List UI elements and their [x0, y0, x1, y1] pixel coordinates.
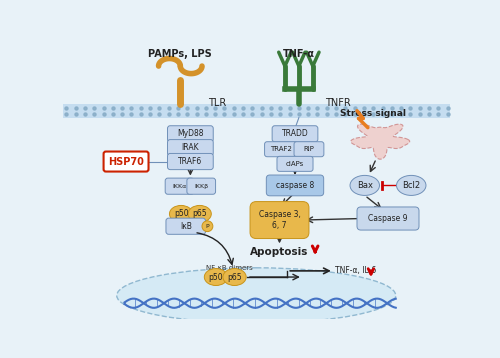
Ellipse shape [188, 205, 212, 222]
FancyBboxPatch shape [62, 104, 450, 118]
Text: TRAF6: TRAF6 [178, 157, 203, 166]
FancyBboxPatch shape [168, 140, 213, 156]
Text: RIP: RIP [304, 146, 314, 152]
Text: Caspase 3,
6, 7: Caspase 3, 6, 7 [258, 211, 300, 230]
Text: TNF-α: TNF-α [283, 49, 315, 59]
FancyBboxPatch shape [187, 178, 216, 194]
Text: cIAPs: cIAPs [286, 161, 304, 167]
Ellipse shape [204, 268, 228, 286]
FancyBboxPatch shape [357, 207, 419, 230]
FancyBboxPatch shape [104, 151, 148, 171]
FancyBboxPatch shape [166, 218, 205, 234]
Text: p65: p65 [192, 209, 207, 218]
Text: IRAK: IRAK [182, 143, 199, 152]
FancyBboxPatch shape [294, 142, 324, 157]
Text: p50: p50 [174, 209, 188, 218]
Text: Bax: Bax [357, 181, 373, 190]
Text: HSP70: HSP70 [108, 156, 144, 166]
FancyBboxPatch shape [168, 154, 213, 170]
Text: PAMPs, LPS: PAMPs, LPS [148, 49, 212, 59]
FancyBboxPatch shape [165, 178, 194, 194]
Text: Caspase 9: Caspase 9 [368, 214, 408, 223]
Ellipse shape [117, 268, 396, 323]
Text: TLR: TLR [208, 98, 226, 108]
FancyBboxPatch shape [264, 142, 298, 157]
Text: IκB: IκB [180, 222, 192, 231]
Text: IKKβ: IKKβ [194, 184, 208, 189]
Text: p65: p65 [227, 272, 242, 281]
Polygon shape [351, 124, 410, 159]
Text: caspase 8: caspase 8 [276, 181, 314, 190]
Ellipse shape [202, 221, 213, 232]
FancyBboxPatch shape [266, 175, 324, 196]
FancyBboxPatch shape [250, 202, 309, 238]
Text: TRAF2: TRAF2 [270, 146, 292, 152]
Text: Apoptosis: Apoptosis [250, 247, 308, 257]
Text: Bcl2: Bcl2 [402, 181, 420, 190]
Text: Stress signal: Stress signal [340, 109, 406, 118]
FancyBboxPatch shape [272, 126, 318, 142]
Ellipse shape [170, 205, 192, 222]
Text: TNF-α, IL-6: TNF-α, IL-6 [336, 266, 376, 275]
FancyBboxPatch shape [168, 126, 213, 142]
Text: MyD88: MyD88 [177, 129, 204, 138]
Text: TRADD: TRADD [282, 129, 308, 138]
Text: P: P [206, 224, 209, 229]
FancyBboxPatch shape [277, 156, 313, 171]
Text: NF-κB dimers: NF-κB dimers [206, 265, 252, 271]
Text: TNFR: TNFR [325, 98, 350, 108]
Ellipse shape [223, 268, 246, 286]
Ellipse shape [396, 175, 426, 195]
Text: p50: p50 [208, 272, 224, 281]
Ellipse shape [350, 175, 380, 195]
Text: IKKα: IKKα [172, 184, 186, 189]
